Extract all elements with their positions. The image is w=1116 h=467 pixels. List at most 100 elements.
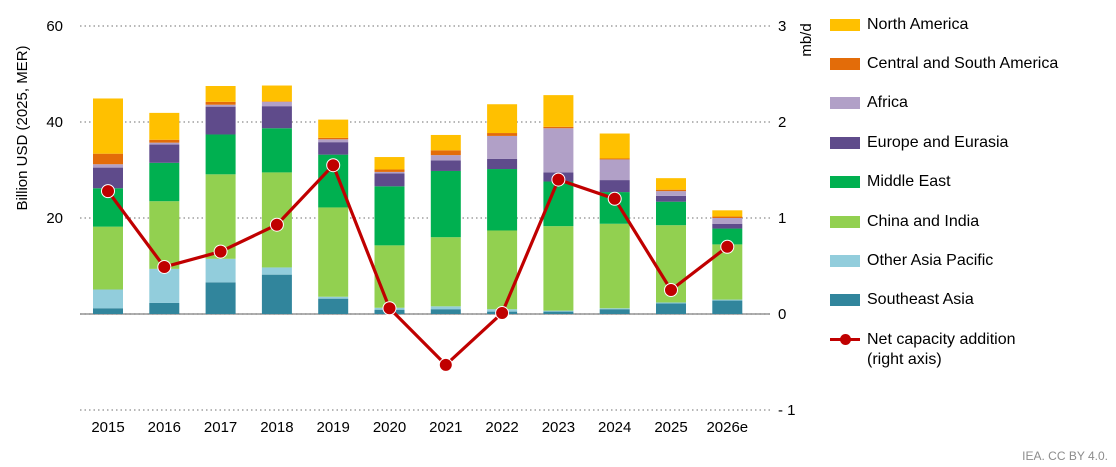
- bar-segment: [261, 128, 292, 173]
- x-tick-label: 2024: [598, 419, 631, 436]
- legend-swatch-middle-east: [830, 176, 860, 188]
- bar-segment: [656, 303, 686, 314]
- x-tick-label: 2021: [429, 419, 462, 436]
- bar-segment: [149, 112, 180, 140]
- bar-segment: [374, 173, 405, 187]
- x-tick-label: 2023: [542, 419, 575, 436]
- bar-segment: [543, 311, 574, 314]
- right-tick-label: 0: [778, 306, 786, 323]
- x-tick-label: 2016: [148, 419, 181, 436]
- legend-swatch-africa: [830, 97, 860, 109]
- bar-segment: [430, 306, 461, 310]
- bar-segment: [712, 210, 743, 217]
- net-capacity-point: [607, 191, 622, 206]
- bar-segment: [205, 86, 236, 102]
- bar-segment: [149, 144, 180, 163]
- left-axis-title: Billion USD (2025, MER): [14, 45, 31, 210]
- legend-swatch-europe-eurasia: [830, 137, 860, 149]
- bar-segment: [318, 207, 349, 297]
- bar-segment: [599, 308, 630, 310]
- bar-segment: [374, 171, 405, 174]
- bar-segment: [374, 169, 405, 172]
- bar-segment: [712, 216, 743, 218]
- legend-label-other-asia-pacific: Other Asia Pacific: [867, 252, 994, 269]
- right-tick-label: - 1: [778, 402, 796, 419]
- bar-segment: [543, 95, 574, 127]
- legend-label-southeast-asia: Southeast Asia: [867, 291, 974, 308]
- net-capacity-point: [382, 301, 397, 316]
- legend-item-africa: Africa: [830, 93, 908, 115]
- bar-segment: [430, 160, 461, 171]
- bar-segment: [656, 302, 686, 304]
- bar-segment: [318, 139, 349, 143]
- bar-segment: [599, 133, 630, 159]
- bar-segment: [318, 119, 349, 138]
- bar-segment: [93, 226, 123, 290]
- bar-segment: [430, 134, 461, 151]
- legend-label-net-capacity-line2: (right axis): [867, 351, 942, 368]
- legend-item-other-asia-pacific: Other Asia Pacific: [830, 251, 993, 273]
- bar-segment: [149, 201, 180, 269]
- left-tick-label: 20: [46, 210, 63, 227]
- credit-text: IEA. CC BY 4.0.: [1022, 449, 1108, 463]
- x-tick-label: 2019: [317, 419, 350, 436]
- legend-item-middle-east: Middle East: [830, 172, 951, 194]
- bar-segment: [149, 302, 180, 314]
- bar-segment: [261, 106, 292, 129]
- bar-segment: [430, 237, 461, 307]
- bar-segment: [93, 167, 123, 189]
- legend-swatch-north-america: [830, 19, 860, 31]
- bar-segment: [374, 186, 405, 246]
- legend-line-marker-icon: [830, 330, 860, 350]
- legend-label-north-america: North America: [867, 16, 969, 33]
- left-tick-label: 60: [46, 18, 63, 35]
- bar-segment: [261, 274, 292, 314]
- bar-segment: [93, 308, 123, 314]
- right-tick-label: 3: [778, 18, 786, 35]
- legend-swatch-southeast-asia: [830, 294, 860, 306]
- bar-segment: [205, 104, 236, 107]
- legend-swatch-china-india: [830, 216, 860, 228]
- legend-label-europe-eurasia: Europe and Eurasia: [867, 134, 1009, 151]
- bar-segment: [543, 310, 574, 312]
- net-capacity-point: [326, 158, 341, 173]
- legend-item-europe-eurasia: Europe and Eurasia: [830, 133, 1008, 155]
- bar-segment: [205, 282, 236, 314]
- bar-segment: [487, 104, 518, 134]
- bar-segment: [487, 230, 518, 310]
- right-tick-label: 2: [778, 114, 786, 131]
- bar-segment: [430, 155, 461, 161]
- bar-segment: [318, 142, 349, 155]
- bar-segment: [712, 299, 743, 301]
- bar-segment: [149, 268, 180, 303]
- net-capacity-point: [157, 259, 172, 274]
- bar-segment: [149, 139, 180, 143]
- bar-segment: [543, 226, 574, 311]
- bar-segment: [599, 180, 630, 193]
- bar-segment: [93, 98, 123, 154]
- x-tick-label: 2022: [485, 419, 518, 436]
- bar-segment: [599, 158, 630, 160]
- legend-label-africa: Africa: [867, 94, 908, 111]
- bar-segment: [712, 228, 743, 245]
- x-tick-label: 2018: [260, 419, 293, 436]
- x-tick-label: 2025: [654, 419, 687, 436]
- bar-segment: [261, 101, 292, 107]
- legend-item-china-india: China and India: [830, 212, 979, 234]
- legend-label-china-india: China and India: [867, 213, 980, 230]
- bar-segment: [430, 309, 461, 314]
- bar-segment: [149, 142, 180, 145]
- bar-segment: [656, 195, 686, 202]
- net-capacity-point: [213, 244, 228, 259]
- net-capacity-point: [720, 239, 735, 254]
- net-capacity-point: [269, 217, 284, 232]
- legend-item-north-america: North America: [830, 15, 968, 37]
- bar-segment: [261, 85, 292, 102]
- bar-segment: [149, 162, 180, 202]
- left-tick-label: 40: [46, 114, 63, 131]
- bar-segment: [318, 298, 349, 314]
- bar-segment: [712, 223, 743, 229]
- bar-segment: [599, 159, 630, 181]
- bar-segment: [430, 170, 461, 238]
